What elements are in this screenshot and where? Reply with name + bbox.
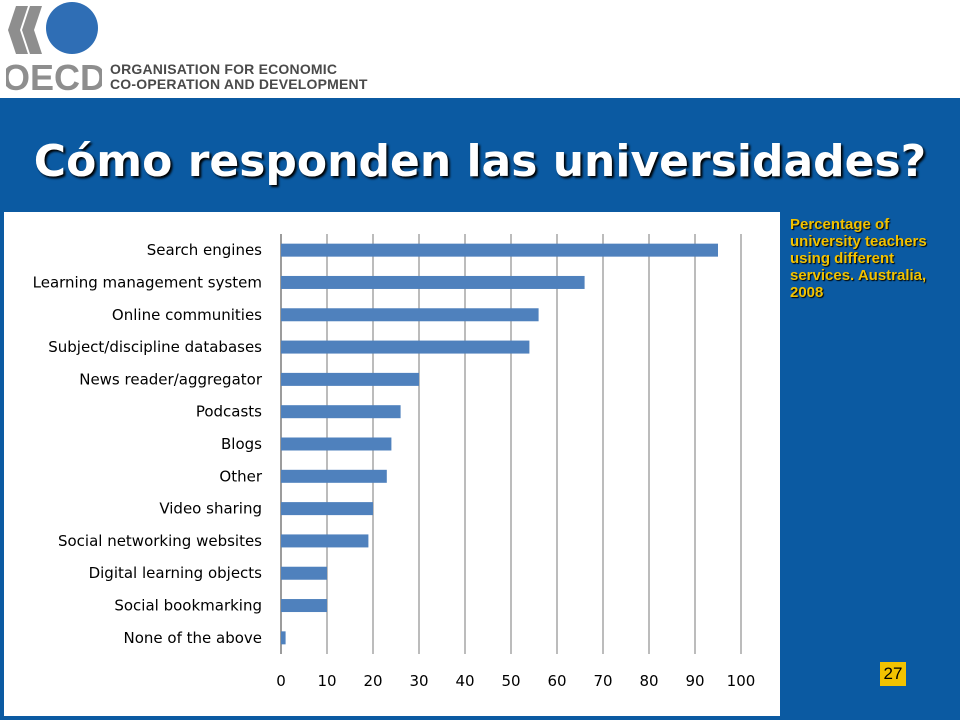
category-label: Online communities	[112, 306, 262, 324]
organisation-name-line-1: ORGANISATION FOR ECONOMIC	[110, 61, 338, 77]
category-label: Learning management system	[33, 273, 262, 291]
bar	[281, 243, 718, 257]
category-label: Social bookmarking	[114, 597, 262, 615]
x-tick-label: 60	[547, 672, 566, 690]
bar	[281, 372, 419, 386]
page-number: 27	[880, 662, 906, 686]
x-tick-label: 0	[276, 672, 286, 690]
x-tick-label: 30	[409, 672, 428, 690]
header: OECD ORGANISATION FOR ECONOMIC CO-OPERAT…	[0, 0, 960, 98]
bar	[281, 599, 327, 613]
oecd-logo: OECD	[6, 2, 102, 94]
category-label: Video sharing	[159, 500, 262, 518]
x-tick-label: 50	[501, 672, 520, 690]
x-tick-label: 80	[639, 672, 658, 690]
category-label: Other	[219, 467, 262, 485]
bar	[281, 308, 539, 322]
x-tick-label: 90	[685, 672, 704, 690]
slide-title: Cómo responden las universidades?	[33, 136, 927, 187]
bar	[281, 405, 401, 419]
bar	[281, 631, 286, 645]
category-label: Subject/discipline databases	[48, 338, 262, 356]
x-tick-label: 100	[727, 672, 756, 690]
bar	[281, 275, 585, 289]
x-tick-label: 10	[317, 672, 336, 690]
chart-caption: Percentage of university teachers using …	[790, 216, 927, 301]
category-labels: Search engines Learning management system…	[33, 241, 263, 647]
category-label: News reader/aggregator	[79, 370, 263, 388]
category-label: Blogs	[221, 435, 262, 453]
x-tick-label: 70	[593, 672, 612, 690]
bar	[281, 502, 373, 516]
category-label: Digital learning objects	[89, 564, 263, 582]
category-label: Podcasts	[196, 403, 262, 421]
bar	[281, 340, 530, 354]
bar-layer	[281, 243, 718, 645]
x-tick-label: 40	[455, 672, 474, 690]
category-label: Social networking websites	[58, 532, 262, 550]
chart-panel: Search engines Learning management system…	[4, 212, 780, 716]
logo-text: OECD	[6, 57, 102, 94]
organisation-name-line-2: CO-OPERATION AND DEVELOPMENT	[110, 76, 368, 92]
bar	[281, 534, 369, 548]
bar	[281, 566, 327, 580]
category-label: Search engines	[147, 241, 262, 259]
category-label: None of the above	[123, 629, 262, 647]
bar	[281, 469, 387, 483]
organisation-name: ORGANISATION FOR ECONOMIC CO-OPERATION A…	[110, 62, 368, 92]
x-axis-tick-labels: 0 10 20 30 40 50 60 70 80 90 100	[276, 672, 755, 690]
bar-chart: Search engines Learning management system…	[33, 234, 755, 690]
bar	[281, 437, 392, 451]
x-tick-label: 20	[363, 672, 382, 690]
